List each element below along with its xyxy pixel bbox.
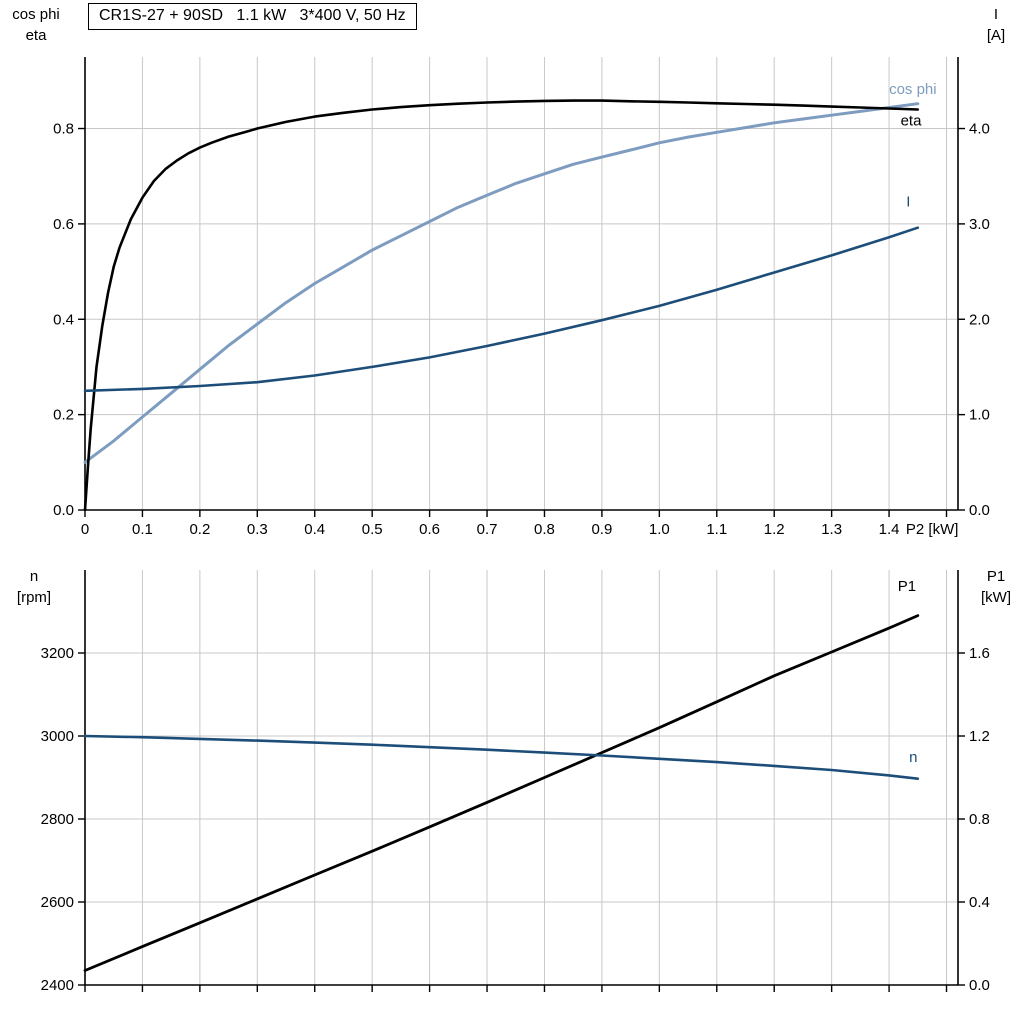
eta-curve (83, 99, 920, 512)
right-tick-label: 0.8 (969, 811, 990, 828)
right-tick-label: 1.6 (969, 645, 990, 662)
axis-title-line: [kW] (981, 589, 1011, 606)
top-chart-right-axis-title: I [A] (972, 4, 1020, 46)
right-tick-label: 0.4 (969, 894, 990, 911)
left-tick-label: 3200 (41, 645, 74, 662)
n-curve (83, 734, 920, 780)
left-tick-label: 0.6 (53, 216, 74, 233)
x-tick-label: 0.3 (247, 521, 268, 538)
bottom-chart-grid (85, 570, 958, 985)
bottom-chart-left-axis-title: n [rpm] (4, 566, 64, 608)
p1-curve (83, 614, 920, 972)
p1-curve-label: P1 (898, 578, 916, 595)
eta-curve-label: eta (901, 113, 923, 130)
x-tick-label: 0.4 (304, 521, 325, 538)
left-tick-label: 2400 (41, 977, 74, 994)
x-tick-label: 0.5 (362, 521, 383, 538)
n-curve-label: n (909, 749, 917, 766)
top-chart-ticks: 0 0.1 0.2 0.3 0.4 0.5 0.6 0.7 0.8 0.9 1.0 1.1 1.2 1.3… (53, 121, 990, 538)
axis-title-line: I (993, 6, 999, 23)
x-tick-label: 0.2 (189, 521, 210, 538)
left-tick-label: 0.4 (53, 311, 74, 328)
right-tick-label: 0.0 (969, 502, 990, 519)
axis-title-line: eta (25, 27, 47, 44)
x-tick-label: 0.8 (534, 521, 555, 538)
x-axis-unit-label: P2 [kW] (906, 521, 959, 538)
left-tick-label: 0.0 (53, 502, 74, 519)
chart-title-box: CR1S-27 + 90SD 1.1 kW 3*400 V, 50 Hz (88, 3, 417, 30)
top-chart-axes (84, 57, 959, 511)
i-curve (83, 226, 920, 393)
axis-title-line: [rpm] (16, 589, 52, 606)
axis-title-line: n (29, 568, 39, 585)
top-chart: 0 0.1 0.2 0.3 0.4 0.5 0.6 0.7 0.8 0.9 1.0 1.1 1.2 1.3… (53, 57, 990, 538)
axis-title-line: [A] (986, 27, 1006, 44)
right-tick-label: 0.0 (969, 977, 990, 994)
x-tick-label: 1.2 (764, 521, 785, 538)
left-tick-label: 2800 (41, 811, 74, 828)
cos-phi-curve (83, 102, 920, 464)
bottom-chart: 2400 2600 2800 3000 3200 0.0 0.4 0.8 1.2 1.6 P1 n (41, 570, 990, 994)
right-tick-label: 3.0 (969, 216, 990, 233)
x-tick-label: 1.3 (821, 521, 842, 538)
x-tick-label: 0.7 (477, 521, 498, 538)
x-tick-label: 0.6 (419, 521, 440, 538)
x-tick-label: 0 (81, 521, 89, 538)
x-tick-label: 1.4 (879, 521, 900, 538)
x-tick-label: 0.9 (591, 521, 612, 538)
x-tick-label: 0.1 (132, 521, 153, 538)
left-tick-label: 2600 (41, 894, 74, 911)
i-curve-label: I (906, 194, 910, 211)
bottom-chart-axes (84, 570, 959, 986)
axis-title-line: P1 (986, 568, 1006, 585)
cos-phi-curve-label: cos phi (889, 81, 937, 98)
x-tick-label: 1.1 (706, 521, 727, 538)
x-tick-label: 1.0 (649, 521, 670, 538)
left-tick-label: 3000 (41, 728, 74, 745)
bottom-chart-ticks: 2400 2600 2800 3000 3200 0.0 0.4 0.8 1.2 1.6 (41, 645, 990, 994)
left-tick-label: 0.2 (53, 407, 74, 424)
bottom-chart-right-axis-title: P1 [kW] (970, 566, 1022, 608)
right-tick-label: 4.0 (969, 121, 990, 138)
right-tick-label: 1.0 (969, 407, 990, 424)
right-tick-label: 2.0 (969, 311, 990, 328)
top-chart-grid (85, 57, 958, 510)
right-tick-label: 1.2 (969, 728, 990, 745)
left-tick-label: 0.8 (53, 121, 74, 138)
axis-title-line: cos phi (12, 6, 60, 23)
top-chart-left-axis-title: cos phi eta (2, 4, 70, 46)
